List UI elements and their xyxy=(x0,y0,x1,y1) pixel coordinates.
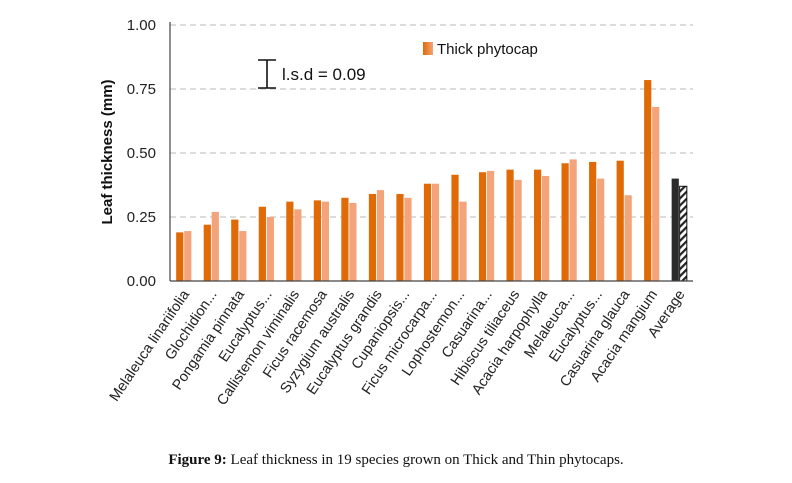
bar-thick xyxy=(396,193,404,281)
y-tick-label: 0.00 xyxy=(127,273,156,290)
bar-thin xyxy=(321,201,329,281)
bar-thin xyxy=(514,179,522,281)
y-tick-label: 1.00 xyxy=(127,17,156,34)
bar-thin xyxy=(294,209,302,281)
bar-thin xyxy=(459,201,467,281)
bar-thick xyxy=(176,232,184,281)
legend: Thick phytocap xyxy=(423,41,538,58)
y-tick-labels: 0.00 0.25 0.50 0.75 1.00 xyxy=(127,17,156,290)
bar-thick xyxy=(451,174,459,281)
bar-thick xyxy=(478,172,487,281)
y-axis-label: Leaf thickness (mm) xyxy=(99,79,116,224)
bar-thin xyxy=(349,202,357,281)
bar-thick xyxy=(203,224,211,281)
bar-thick xyxy=(231,219,239,281)
figure-caption: Figure 9: Leaf thickness in 19 species g… xyxy=(0,452,792,469)
lsd-label: l.s.d = 0.09 xyxy=(282,65,366,84)
bar-thin xyxy=(624,195,632,281)
lsd-annotation: l.s.d = 0.09 xyxy=(258,59,366,89)
bar-thick xyxy=(341,197,349,281)
bar-thick xyxy=(368,193,377,281)
bar-average-thick xyxy=(671,178,679,281)
bar-thin xyxy=(431,183,440,281)
y-tick-label: 0.50 xyxy=(127,145,156,162)
caption-label: Figure 9: xyxy=(168,452,227,468)
bar-thin xyxy=(652,106,660,281)
bar-thick xyxy=(313,200,321,281)
bar-thin xyxy=(542,176,550,281)
bar-thin xyxy=(376,190,385,281)
y-tick-label: 0.75 xyxy=(127,81,156,98)
bar-thin xyxy=(211,211,219,281)
bar-thick xyxy=(644,80,652,281)
caption-text: Leaf thickness in 19 species grown on Th… xyxy=(226,452,624,468)
gridlines xyxy=(170,24,693,218)
bar-thin xyxy=(266,217,274,281)
bar-thick xyxy=(286,201,294,281)
bar-thin xyxy=(597,178,605,281)
bar-thick xyxy=(534,169,542,281)
axes xyxy=(169,22,693,282)
bar-thin xyxy=(486,170,495,281)
bar-thin xyxy=(184,231,192,281)
bars xyxy=(176,80,688,282)
bar-thick xyxy=(561,163,569,281)
legend-swatch xyxy=(423,42,433,55)
bar-thin xyxy=(239,231,247,281)
bar-thick xyxy=(589,161,597,281)
bar-thin xyxy=(404,197,412,281)
legend-label: Thick phytocap xyxy=(437,41,538,58)
bar-thin xyxy=(569,159,577,281)
bar-thick xyxy=(616,160,624,281)
bar-thick xyxy=(258,206,266,281)
y-tick-label: 0.25 xyxy=(127,209,156,226)
bar-thick xyxy=(506,169,514,281)
bar-average-thin xyxy=(679,185,688,282)
category-labels: Melaleuca linariifoliaGlochidion...Ponga… xyxy=(107,287,689,409)
bar-thick xyxy=(423,183,432,281)
